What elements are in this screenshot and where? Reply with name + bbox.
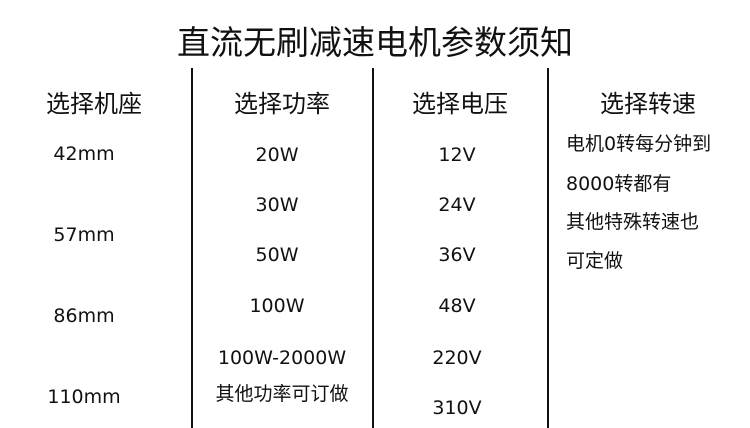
header-frame-size: 选择机座	[46, 90, 142, 118]
frame-size-value: 110mm	[47, 386, 121, 408]
frame-size-value: 57mm	[53, 224, 115, 246]
voltage-value: 12V	[438, 144, 476, 166]
power-value: 50W	[255, 244, 299, 266]
header-speed: 选择转速	[600, 90, 696, 118]
power-value: 100W	[249, 295, 305, 317]
voltage-value: 24V	[438, 194, 476, 216]
column-divider	[547, 68, 549, 428]
column-divider	[372, 68, 374, 428]
voltage-value: 220V	[432, 347, 482, 369]
voltage-value: 36V	[438, 244, 476, 266]
power-value: 30W	[255, 194, 299, 216]
header-voltage: 选择电压	[412, 90, 508, 118]
voltage-value: 48V	[438, 295, 476, 317]
power-value: 其他功率可订做	[215, 383, 349, 405]
power-value: 20W	[255, 144, 299, 166]
speed-note: 电机0转每分钟到	[566, 133, 712, 155]
frame-size-value: 42mm	[53, 143, 115, 165]
frame-size-value: 86mm	[53, 305, 115, 327]
page-title: 直流无刷减速电机参数须知	[177, 23, 573, 62]
power-value: 100W-2000W	[217, 347, 347, 369]
column-divider	[191, 68, 193, 428]
speed-note: 可定做	[566, 250, 624, 272]
voltage-value: 310V	[432, 397, 482, 419]
header-power: 选择功率	[234, 90, 330, 118]
speed-note: 8000转都有	[566, 173, 672, 195]
speed-note: 其他特殊转速也	[566, 211, 700, 233]
